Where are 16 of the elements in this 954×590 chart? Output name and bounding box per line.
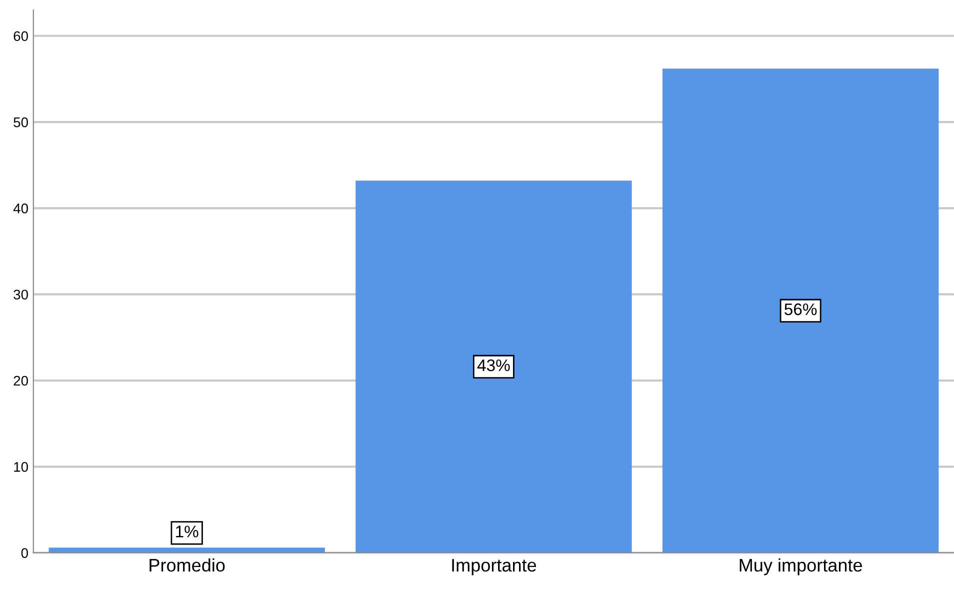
y-tick-label: 20	[14, 376, 28, 386]
y-tick-label: 10	[14, 462, 28, 472]
x-tick-label: Muy importante	[740, 558, 862, 576]
bar	[48, 548, 325, 553]
x-tick-label: Importante	[452, 559, 536, 576]
data-label: 56%	[784, 303, 817, 316]
x-tick-label: Promedio	[150, 558, 225, 572]
y-tick-label: 30	[14, 290, 28, 300]
y-tick-label: 50	[14, 117, 28, 128]
data-label: 1%	[176, 526, 198, 538]
y-tick-label: 60	[14, 31, 28, 42]
y-tick-label: 40	[13, 204, 28, 214]
bar	[356, 180, 632, 553]
y-tick-label: 0	[21, 548, 28, 558]
data-label: 43%	[477, 359, 510, 372]
bar	[662, 68, 939, 553]
